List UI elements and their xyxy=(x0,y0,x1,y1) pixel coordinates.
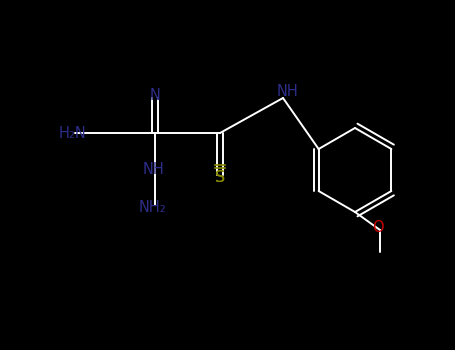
Text: H₂N: H₂N xyxy=(59,126,87,140)
Text: S: S xyxy=(215,169,225,184)
Text: S: S xyxy=(215,170,225,186)
Text: NH₂: NH₂ xyxy=(139,199,167,215)
Text: O: O xyxy=(372,220,384,236)
Text: NH: NH xyxy=(142,162,164,177)
Text: NH: NH xyxy=(277,84,299,99)
Text: N: N xyxy=(150,89,161,104)
